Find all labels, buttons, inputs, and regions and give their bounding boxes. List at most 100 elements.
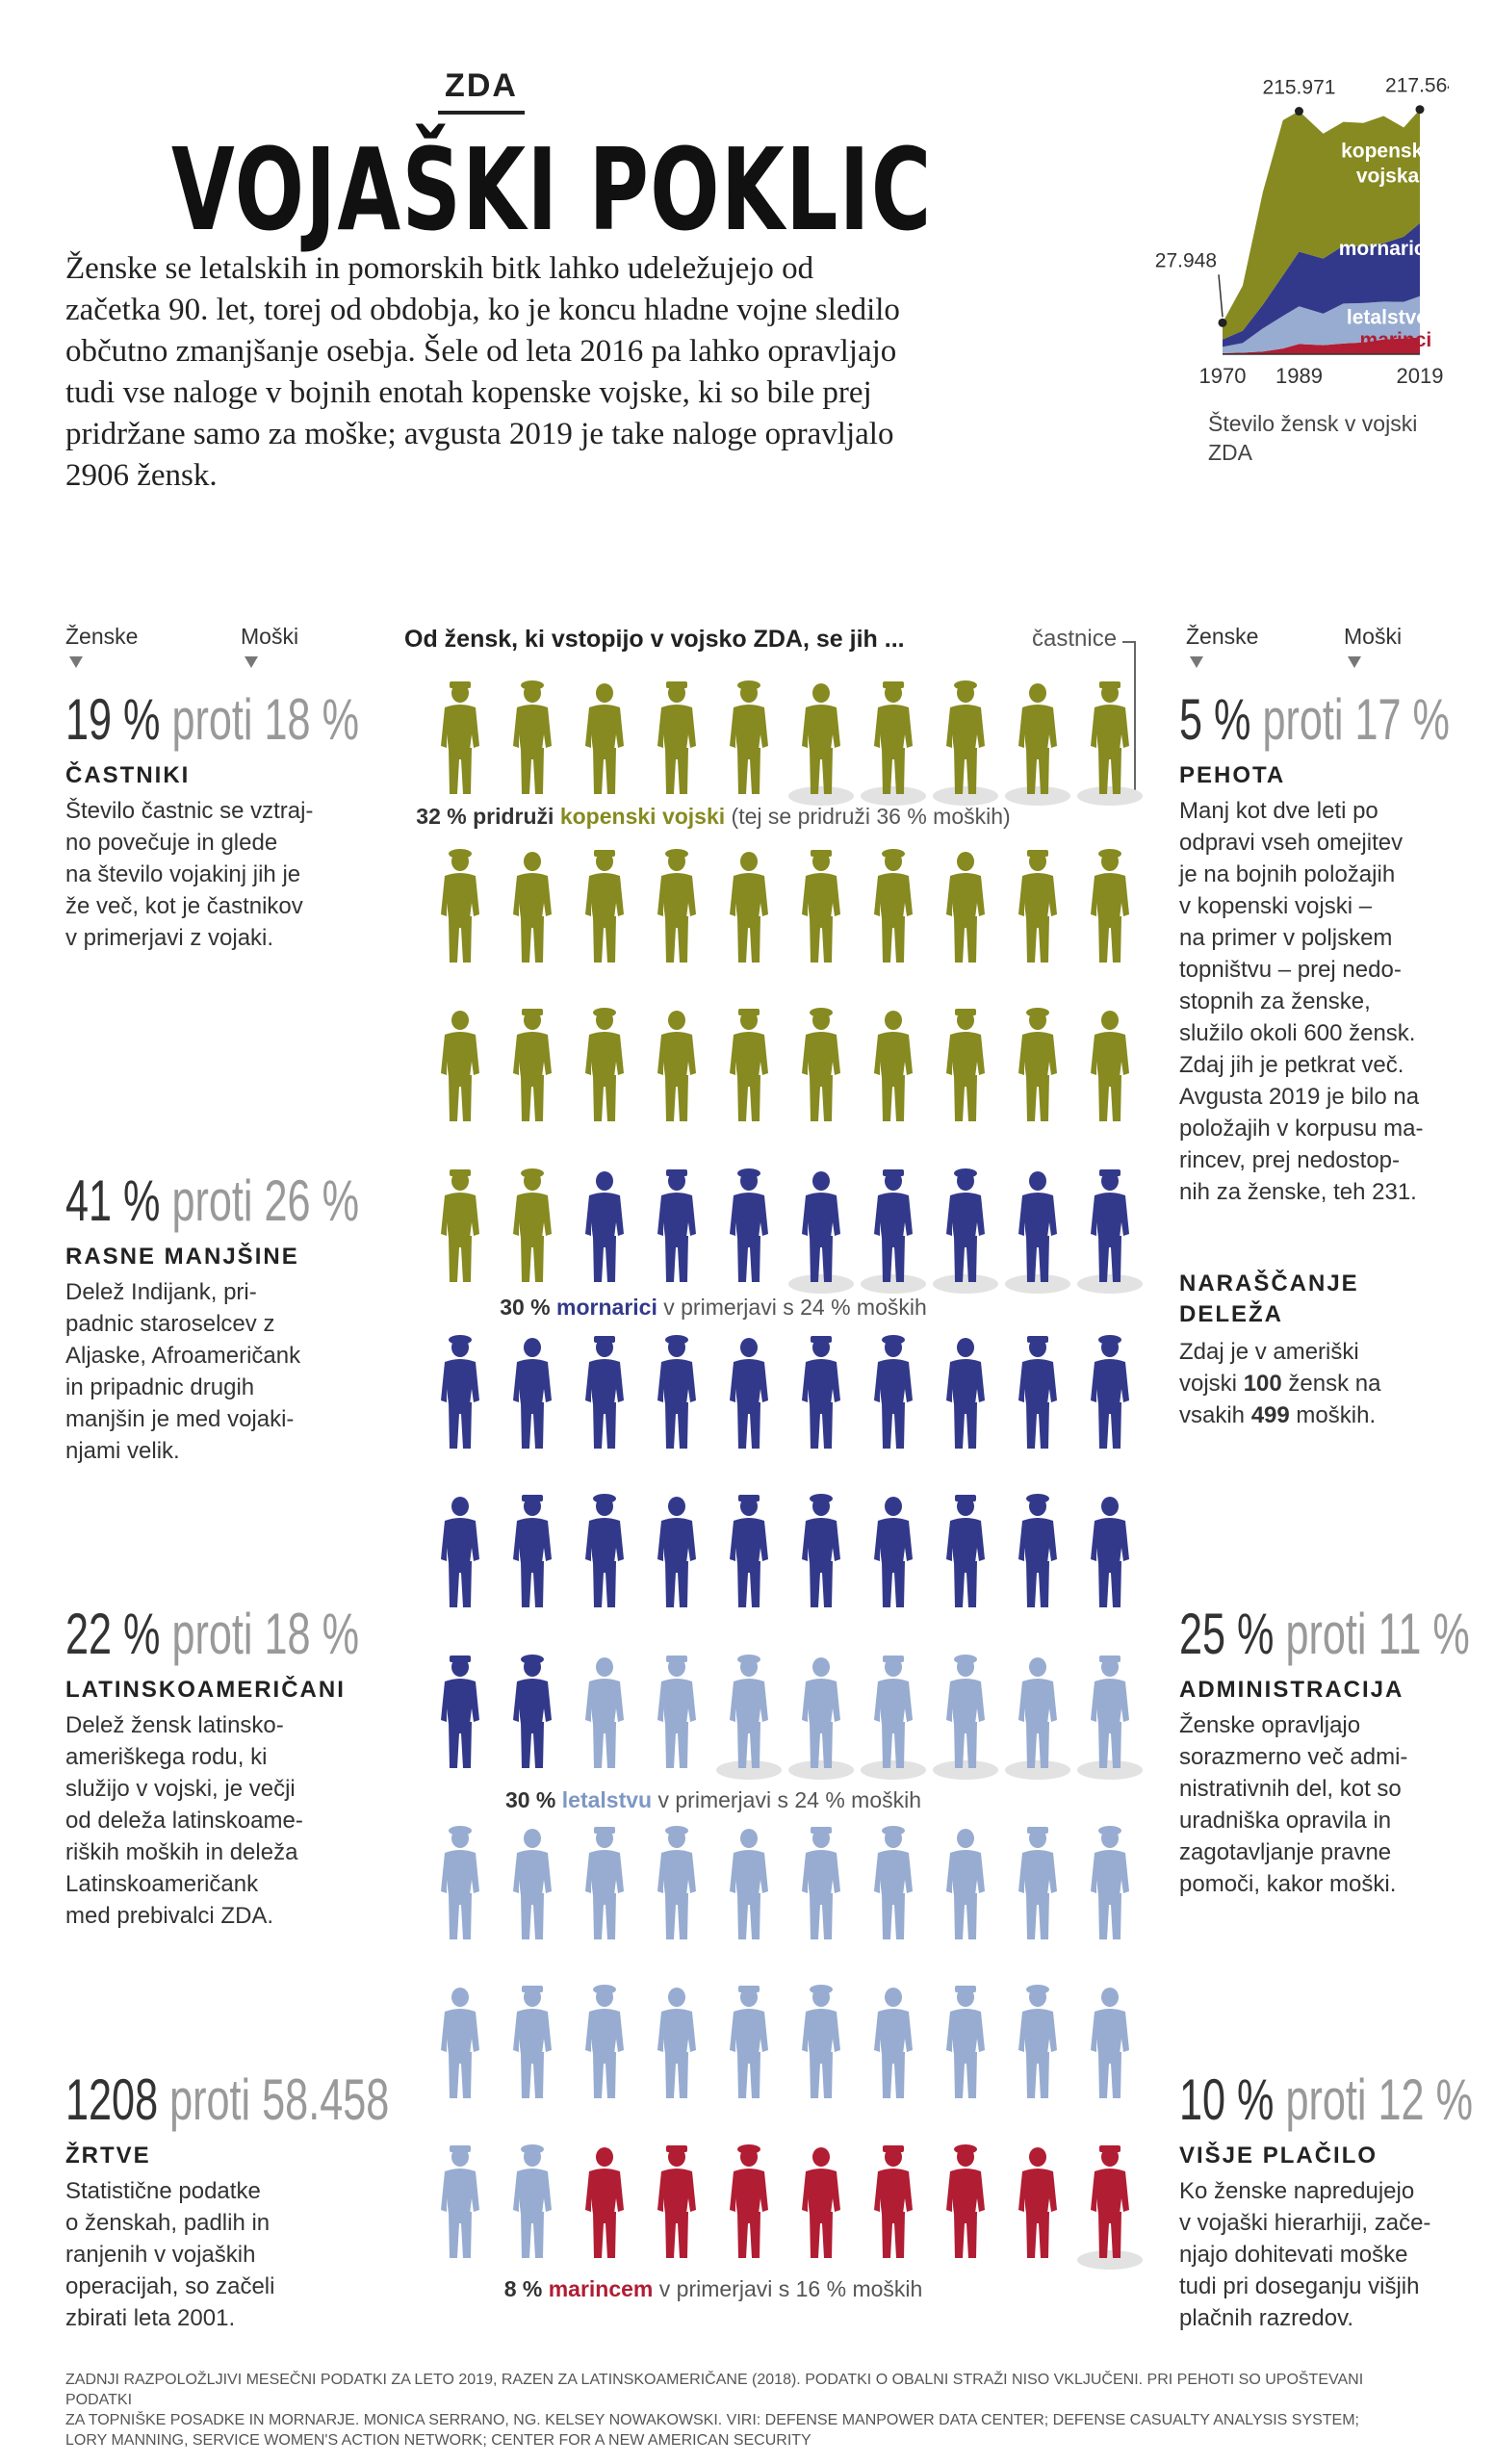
soldier-figure bbox=[503, 1006, 561, 1131]
soldier-figure bbox=[720, 1006, 778, 1131]
soldier-figure bbox=[648, 1653, 706, 1778]
soldier-figure bbox=[431, 1333, 489, 1458]
soldier-figure bbox=[792, 847, 850, 972]
soldier-figure bbox=[648, 1006, 706, 1131]
soldier-figure bbox=[1081, 1333, 1139, 1458]
soldier-figure bbox=[864, 847, 922, 972]
soldier-silhouette bbox=[946, 1655, 985, 1768]
soldier-figure bbox=[937, 1333, 994, 1458]
stat-description: Manj kot dve leti po odpravi vseh omejite… bbox=[1179, 798, 1424, 1205]
soldier-figure bbox=[648, 2143, 706, 2268]
soldier-silhouette bbox=[1018, 1494, 1057, 1607]
officers-note: častnice bbox=[1032, 626, 1118, 652]
soldier-figure bbox=[792, 2143, 850, 2268]
x-tick-label: 2019 bbox=[1397, 364, 1444, 388]
soldier-figure bbox=[1077, 2143, 1143, 2270]
soldier-figure bbox=[431, 1492, 489, 1617]
soldier-silhouette bbox=[874, 1497, 913, 1607]
soldier-figure bbox=[431, 1653, 489, 1778]
soldier-figure bbox=[861, 679, 926, 806]
series-label: vojska bbox=[1356, 165, 1420, 187]
officer-shadow bbox=[788, 786, 854, 806]
soldier-figure bbox=[648, 1983, 706, 2108]
soldier-silhouette bbox=[802, 1171, 840, 1282]
soldier-silhouette bbox=[513, 1009, 552, 1121]
soldier-silhouette bbox=[874, 1826, 913, 1939]
soldier-silhouette bbox=[802, 1827, 840, 1939]
total-marker bbox=[1218, 318, 1227, 327]
soldier-figure bbox=[503, 847, 561, 972]
soldier-figure bbox=[1081, 1983, 1139, 2108]
stat-number: 22 % proti 18 % bbox=[65, 1602, 359, 1666]
soldier-figure bbox=[792, 1824, 850, 1949]
area-chart: 215.971 217.564 27.948 1970 1989 2019 marincil… bbox=[1141, 58, 1459, 465]
soldier-silhouette bbox=[730, 680, 768, 794]
soldier-figure bbox=[864, 1983, 922, 2108]
soldier-silhouette bbox=[441, 1169, 479, 1282]
soldier-figure bbox=[1077, 679, 1143, 806]
x-tick-label: 1989 bbox=[1275, 364, 1323, 388]
stat-number: 25 % proti 11 % bbox=[1179, 1602, 1470, 1666]
soldier-figure bbox=[503, 1653, 561, 1778]
soldier-figure bbox=[576, 2143, 633, 2268]
soldier-figure bbox=[1009, 1333, 1067, 1458]
soldier-silhouette bbox=[1018, 1827, 1057, 1939]
soldier-figure bbox=[720, 679, 778, 804]
soldier-figure bbox=[503, 679, 561, 804]
soldier-silhouette bbox=[657, 1826, 696, 1939]
soldier-silhouette bbox=[441, 681, 479, 794]
stat-category: ŽRTVE bbox=[65, 2143, 151, 2169]
soldier-silhouette bbox=[1091, 1335, 1129, 1449]
stat-category: LATINSKOAMERIČANI bbox=[65, 1677, 346, 1703]
soldier-figure bbox=[720, 2143, 778, 2268]
stat-pay: 10 % proti 12 % VIŠJE PLAČILO Ko ženske … bbox=[1179, 2071, 1494, 2334]
series-label: letalstvo bbox=[1347, 306, 1429, 328]
stat-infantry: 5 % proti 17 % PEHOTA Manj kot dve leti … bbox=[1179, 691, 1494, 1208]
soldier-figure bbox=[1081, 1006, 1139, 1131]
soldier-figure bbox=[937, 847, 994, 972]
soldier-silhouette bbox=[802, 1657, 840, 1768]
officer-shadow bbox=[933, 1274, 998, 1294]
start-leader bbox=[1218, 274, 1224, 318]
soldier-silhouette bbox=[1018, 1008, 1057, 1121]
officer-shadow bbox=[861, 786, 926, 806]
soldier-silhouette bbox=[441, 2145, 479, 2258]
soldier-silhouette bbox=[513, 1986, 552, 2098]
soldier-figure bbox=[937, 1824, 994, 1949]
soldier-figure bbox=[1005, 679, 1070, 806]
stat-description: Statistične podatke o ženskah, padlih in r… bbox=[65, 2178, 275, 2331]
soldier-silhouette bbox=[946, 1495, 985, 1607]
soldier-figure bbox=[933, 1167, 998, 1294]
officer-shadow bbox=[788, 1760, 854, 1780]
stat-description: Delež žensk latinsko-ameriškega rodu, ki… bbox=[65, 1712, 303, 1929]
soldier-silhouette bbox=[657, 1988, 696, 2098]
soldier-figure bbox=[720, 1492, 778, 1617]
soldier-silhouette bbox=[513, 1655, 552, 1768]
soldier-figure bbox=[1009, 847, 1067, 972]
soldier-silhouette bbox=[585, 1171, 624, 1282]
soldier-silhouette bbox=[730, 1168, 768, 1282]
stat-number: 1208 proti 58.458 bbox=[65, 2067, 390, 2132]
soldier-silhouette bbox=[513, 1495, 552, 1607]
soldier-figure bbox=[861, 1653, 926, 1780]
officer-shadow bbox=[1077, 1760, 1143, 1780]
soldier-figure bbox=[503, 2143, 561, 2268]
soldier-figure bbox=[720, 1333, 778, 1458]
soldier-silhouette bbox=[1018, 850, 1057, 962]
soldier-silhouette bbox=[1091, 1169, 1129, 1282]
soldier-silhouette bbox=[513, 1168, 552, 1282]
soldier-figure bbox=[648, 1167, 706, 1292]
soldier-silhouette bbox=[874, 1335, 913, 1449]
intro-text: Ženske se letalskih in pomorskih bitk la… bbox=[65, 251, 900, 493]
stat-description: Delež Indijank, pri-padnic staroselcev z… bbox=[65, 1279, 301, 1464]
right-col-head-women: Ženske bbox=[1186, 624, 1259, 649]
x-tick-label: 1970 bbox=[1199, 364, 1247, 388]
soldier-figure bbox=[431, 1983, 489, 2108]
soldier-silhouette bbox=[585, 850, 624, 962]
soldier-silhouette bbox=[946, 2144, 985, 2258]
soldier-figure bbox=[1009, 1824, 1067, 1949]
soldier-silhouette bbox=[585, 1008, 624, 1121]
soldier-figure bbox=[937, 2143, 994, 2268]
stat-number: 19 % proti 18 % bbox=[65, 687, 359, 752]
soldier-silhouette bbox=[946, 1168, 985, 1282]
